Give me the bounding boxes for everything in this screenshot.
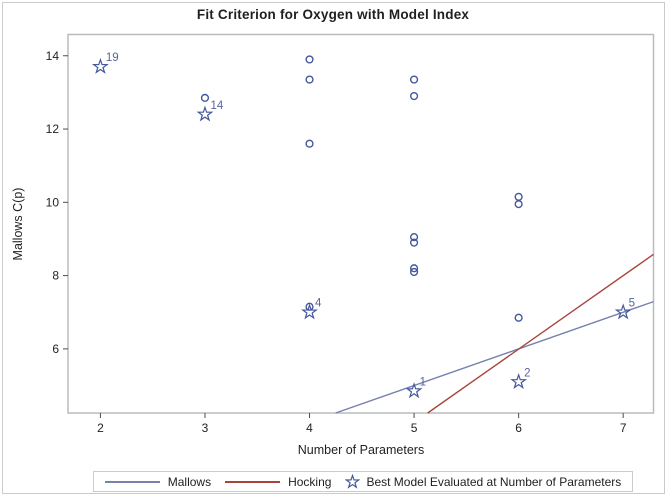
legend-label-mallows: Mallows xyxy=(167,474,212,489)
star-labels: 19 14 4 1 2 5 xyxy=(106,52,635,388)
model-point xyxy=(409,233,419,242)
mallows-line xyxy=(335,300,654,414)
hocking-line-swatch xyxy=(225,480,281,483)
x-tick-label: 4 xyxy=(306,421,313,435)
model-point xyxy=(409,91,419,101)
model-point xyxy=(409,264,419,273)
y-axis: 6 8 10 12 14 xyxy=(46,49,68,356)
model-point xyxy=(200,93,210,102)
best-model-label: 2 xyxy=(524,367,530,379)
best-model-star xyxy=(91,57,109,74)
best-model-label: 5 xyxy=(629,298,635,310)
best-model-star xyxy=(405,382,423,399)
model-point xyxy=(514,192,523,201)
x-tick-label: 3 xyxy=(202,421,209,435)
star-icon xyxy=(345,474,361,489)
model-point xyxy=(514,313,523,322)
legend-item-mallows: Mallows xyxy=(104,474,212,489)
chart-title: Fit Criterion for Oxygen with Model Inde… xyxy=(196,7,470,22)
legend-item-hocking: Hocking xyxy=(225,475,331,489)
model-point xyxy=(409,238,419,247)
y-axis-title: Mallows C(p) xyxy=(11,187,25,261)
best-model-label: 1 xyxy=(420,377,426,389)
model-point xyxy=(305,139,314,148)
model-point xyxy=(305,302,314,311)
x-tick-label: 7 xyxy=(620,421,627,435)
x-tick-label: 6 xyxy=(515,421,522,435)
x-tick-label: 2 xyxy=(97,421,104,435)
best-model-label: 14 xyxy=(210,100,223,112)
model-point xyxy=(409,267,419,277)
legend-label-hocking: Hocking xyxy=(288,474,332,489)
scatter-points xyxy=(200,55,523,322)
y-tick-label: 12 xyxy=(46,122,60,136)
fit-lines xyxy=(335,253,654,414)
x-axis: 2 3 4 5 6 7 xyxy=(97,413,627,435)
y-tick-label: 6 xyxy=(52,342,59,356)
best-model-star xyxy=(510,372,528,390)
best-model-star xyxy=(614,303,632,320)
hocking-line xyxy=(427,253,654,414)
x-tick-label: 5 xyxy=(411,421,418,435)
best-model-label: 19 xyxy=(106,52,119,64)
x-axis-title: Number of Parameters xyxy=(297,443,425,457)
model-point xyxy=(305,75,314,84)
plot-frame-rect xyxy=(67,33,655,414)
y-tick-label: 10 xyxy=(46,195,60,209)
best-model-star xyxy=(196,105,214,122)
best-model-label: 4 xyxy=(315,298,322,310)
mallows-line-swatch xyxy=(104,480,160,483)
y-tick-label: 14 xyxy=(46,49,60,63)
best-model-stars xyxy=(91,57,632,399)
best-model-star xyxy=(301,303,318,320)
y-tick-label: 8 xyxy=(52,269,59,283)
legend-item-best-model: Best Model Evaluated at Number of Parame… xyxy=(345,474,621,489)
model-point xyxy=(514,200,523,209)
plot-frame xyxy=(67,33,655,414)
legend-label-best-model: Best Model Evaluated at Number of Parame… xyxy=(366,474,622,489)
legend: Mallows Hocking Best Model Evaluated at … xyxy=(93,471,633,492)
model-point xyxy=(305,55,314,64)
model-point xyxy=(409,75,419,84)
